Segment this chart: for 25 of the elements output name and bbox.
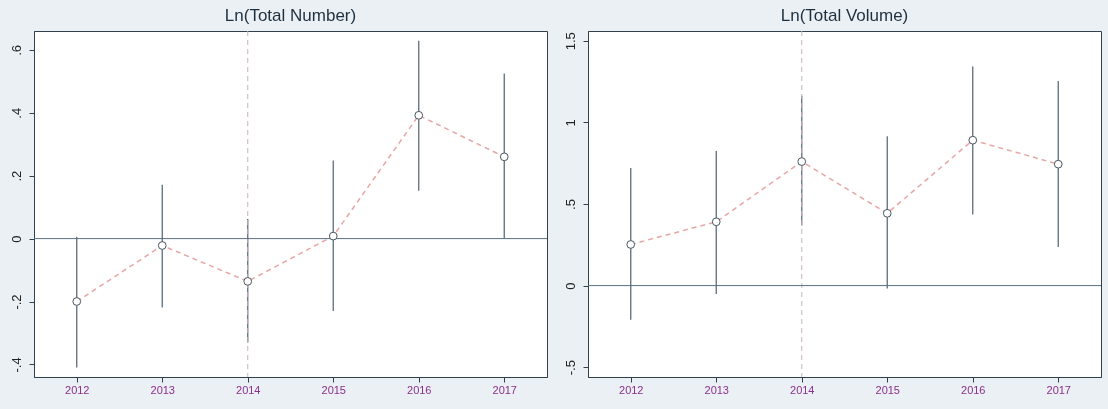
x-tick-label: 2012 <box>65 383 90 396</box>
x-tick-label: 2013 <box>704 383 729 396</box>
y-tick-label: -.2 <box>8 294 24 310</box>
x-tick-label: 2017 <box>1046 383 1071 396</box>
y-tick-label: .6 <box>8 44 24 56</box>
x-tick-label: 2014 <box>790 383 815 396</box>
y-tick-label: 0 <box>8 235 24 243</box>
y-tick-label: -.4 <box>8 357 24 373</box>
y-tick-label: .4 <box>8 107 24 119</box>
x-tick-label: 2014 <box>236 383 261 396</box>
x-tick-label: 2015 <box>875 383 900 396</box>
chart-title: Ln(Total Number) <box>224 5 357 25</box>
x-tick-label: 2013 <box>150 383 175 396</box>
y-tick-label: .5 <box>562 199 578 210</box>
x-tick-label: 2012 <box>619 383 644 396</box>
chart-title: Ln(Total Volume) <box>780 5 909 25</box>
x-tick-label: 2017 <box>492 383 517 396</box>
y-tick-label: .2 <box>8 170 24 182</box>
x-tick-label: 2016 <box>407 383 432 396</box>
y-tick-label: 0 <box>562 282 578 290</box>
y-tick-label: 1 <box>562 119 578 127</box>
y-tick-label: 1.5 <box>562 32 578 51</box>
x-tick-label: 2016 <box>961 383 986 396</box>
x-tick-label: 2015 <box>321 383 346 396</box>
y-tick-label: -.5 <box>562 360 578 376</box>
